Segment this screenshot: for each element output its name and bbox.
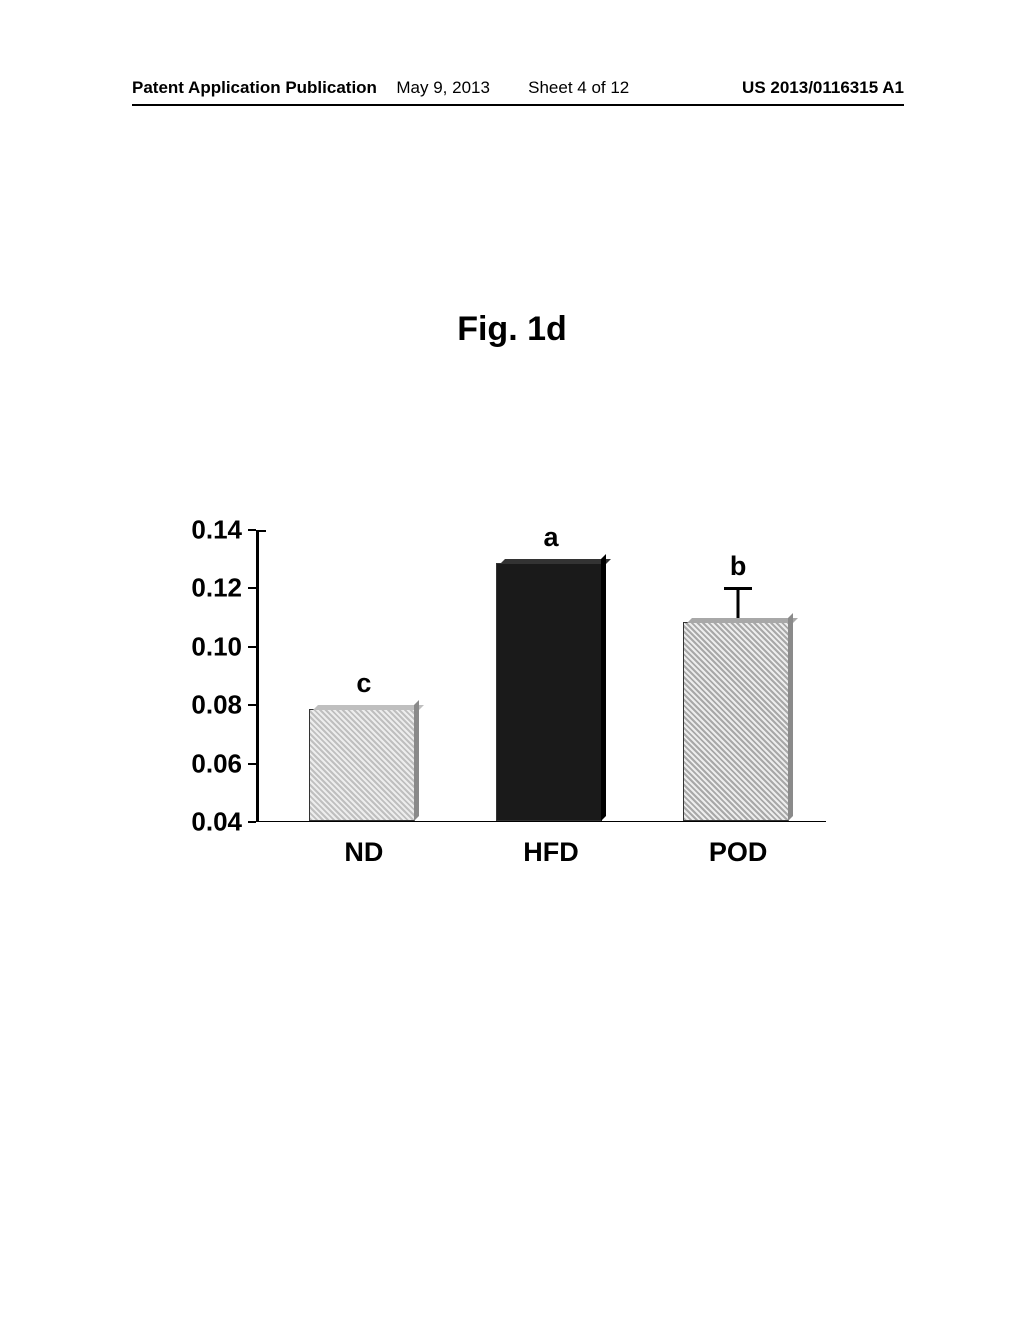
header-date: May 9, 2013 — [396, 78, 490, 98]
significance-label: c — [356, 668, 371, 699]
bar-group: bPOD — [683, 530, 793, 821]
bar — [496, 559, 606, 821]
y-tick-label: 0.08 — [191, 690, 242, 721]
y-tick-label: 0.06 — [191, 748, 242, 779]
y-tick — [248, 646, 256, 648]
bar-side-face — [414, 700, 419, 821]
y-tick — [248, 704, 256, 706]
y-tick-label: 0.04 — [191, 807, 242, 838]
significance-label: a — [543, 522, 558, 553]
error-bar — [737, 588, 740, 617]
bar-top-face — [500, 559, 611, 564]
bar-chart: cNDaHFDbPOD 0.040.060.080.100.120.14 — [256, 530, 826, 822]
bar-face — [496, 563, 602, 821]
bar-top-face — [687, 618, 798, 623]
bar-face — [309, 709, 415, 821]
header-pubno: US 2013/0116315 A1 — [742, 78, 904, 98]
bar — [683, 618, 793, 821]
bar-face — [683, 622, 789, 821]
plot-area: cND aHFD bPOD — [259, 530, 826, 821]
x-axis — [256, 821, 826, 822]
figure-title: Fig. 1d — [457, 310, 567, 349]
y-tick — [248, 763, 256, 765]
significance-label: b — [730, 551, 747, 582]
bar-side-face — [788, 613, 793, 821]
x-category-label: HFD — [523, 837, 579, 868]
y-tick — [248, 587, 256, 589]
bar-top-face — [313, 705, 424, 710]
x-category-label: POD — [709, 837, 768, 868]
header-sheet: Sheet 4 of 12 — [528, 78, 629, 98]
header-publication: Patent Application Publication — [132, 78, 377, 98]
bar — [309, 705, 419, 821]
bar-group: aHFD — [496, 530, 606, 821]
page-header: Patent Application Publication May 9, 20… — [132, 78, 904, 106]
bar-side-face — [601, 554, 606, 821]
y-tick — [248, 821, 256, 823]
y-tick-label: 0.12 — [191, 573, 242, 604]
bar-group: cND — [309, 530, 419, 821]
y-tick — [248, 529, 256, 531]
error-bar-cap — [724, 587, 752, 590]
x-category-label: ND — [344, 837, 383, 868]
y-tick-label: 0.14 — [191, 515, 242, 546]
y-tick-label: 0.10 — [191, 631, 242, 662]
